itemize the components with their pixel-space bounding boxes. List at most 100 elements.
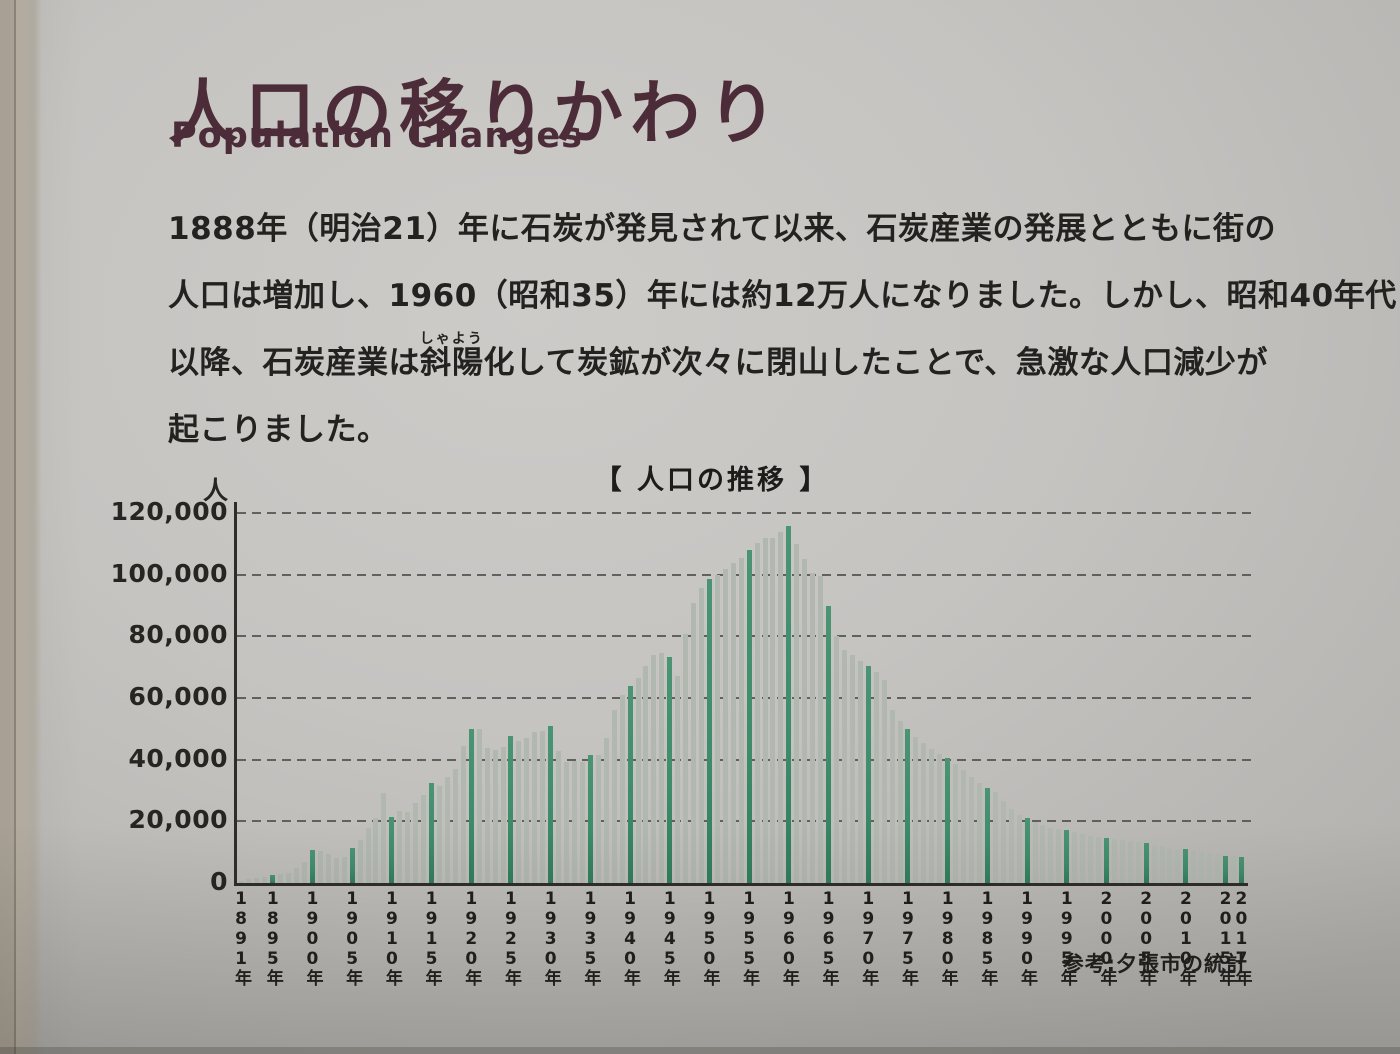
- x-label-1990: 1990年: [1017, 889, 1038, 986]
- y-label-120000: 120,000: [110, 497, 228, 526]
- bar-2005: [1143, 842, 1149, 883]
- bar-1977: [921, 742, 927, 883]
- x-label-1891: 1891年: [231, 889, 251, 986]
- bar-1959: [778, 532, 784, 883]
- bar-1971: [873, 671, 879, 883]
- bar-1909: [381, 792, 387, 883]
- bar-1902: [325, 854, 331, 883]
- bar-1982: [961, 770, 967, 883]
- x-label-1895: 1895年: [262, 889, 283, 986]
- x-label-2015: 2015年: [1215, 889, 1236, 986]
- bar-2002: [1119, 840, 1125, 883]
- bar-1970: [865, 665, 871, 883]
- bar-1954: [738, 558, 744, 883]
- bar-1973: [889, 710, 895, 883]
- bar-1923: [492, 750, 498, 883]
- plot-area: [237, 512, 1253, 883]
- intro-paragraph: 1888年（明治21）年に石炭が発見されて以来、石炭産業の発展とともに街の 人口…: [168, 196, 1396, 464]
- bar-1931: [556, 751, 562, 883]
- bar-2013: [1207, 853, 1213, 883]
- bar-1921: [476, 729, 482, 883]
- paragraph-line-3-pre: 以降、石炭産業は: [168, 345, 420, 381]
- bar-1952: [722, 568, 728, 883]
- grid-line-120000: [237, 512, 1253, 514]
- bar-1953: [730, 563, 736, 883]
- bar-1913: [413, 802, 419, 883]
- bar-1963: [810, 573, 816, 883]
- x-label-1910: 1910年: [381, 889, 402, 986]
- bar-1920: [468, 728, 474, 883]
- x-label-1955: 1955年: [739, 889, 760, 986]
- bar-1924: [500, 747, 506, 883]
- bar-1966: [834, 636, 839, 883]
- x-label-1930: 1930年: [540, 889, 561, 986]
- x-label-2000: 2000年: [1096, 889, 1117, 986]
- paragraph-line-4: 起こりました。: [168, 412, 389, 448]
- ruby-base: 斜陽: [419, 345, 484, 381]
- bar-1964: [818, 576, 824, 883]
- bar-1922: [484, 747, 490, 883]
- bar-1955: [746, 549, 752, 883]
- page-subtitle: Population Changes: [171, 116, 583, 156]
- bar-1901: [317, 850, 323, 883]
- y-axis-unit-label: 人: [202, 476, 228, 505]
- bar-1981: [953, 764, 959, 883]
- panel-left-edge-shadow: [16, 0, 42, 1054]
- paragraph-line-1: 1888年（明治21）年に石炭が発見されて以来、石炭産業の発展とともに街の: [168, 211, 1276, 247]
- bar-2007: [1159, 846, 1165, 883]
- bar-1956: [754, 542, 760, 883]
- bar-1945: [667, 656, 673, 883]
- grid-line-20000: [237, 820, 1253, 823]
- bar-1987: [1000, 801, 1006, 883]
- bar-1932: [564, 762, 570, 883]
- bar-1992: [1040, 825, 1046, 883]
- bar-1958: [770, 537, 776, 883]
- x-label-1965: 1965年: [818, 889, 839, 986]
- bar-1989: [1016, 815, 1022, 883]
- bar-1939: [619, 694, 625, 883]
- x-label-1950: 1950年: [699, 889, 720, 986]
- grid-line-100000: [237, 573, 1253, 576]
- bar-1985: [984, 788, 990, 883]
- paragraph-line-3-post: 化して炭鉱が次々に閉山したことで、急激な人口減少が: [483, 345, 1268, 381]
- bar-2001: [1111, 839, 1117, 883]
- ruby-shayo: 斜陽しゃよう: [419, 331, 484, 381]
- ruby-furigana: しゃよう: [419, 331, 484, 347]
- bar-2012: [1199, 851, 1205, 883]
- bar-2010: [1183, 849, 1189, 883]
- x-label-2005: 2005年: [1136, 889, 1157, 986]
- bar-1893: [254, 877, 260, 883]
- grid-line-60000: [237, 697, 1253, 699]
- bar-2011: [1191, 850, 1197, 883]
- y-label-100000: 100,000: [110, 558, 228, 588]
- source-note: 参考:夕張市の統計: [1062, 952, 1248, 976]
- bar-1991: [1032, 821, 1038, 883]
- bar-1974: [897, 721, 903, 883]
- bar-1929: [540, 730, 546, 883]
- bar-1943: [651, 654, 657, 883]
- bar-1895: [270, 874, 276, 883]
- bar-1947: [683, 634, 689, 883]
- bar-1995: [1064, 830, 1070, 883]
- bar-1961: [794, 543, 800, 883]
- x-label-2010: 2010年: [1175, 889, 1196, 986]
- bar-1930: [548, 726, 554, 883]
- bar-1996: [1072, 832, 1078, 883]
- bar-2015: [1223, 855, 1229, 883]
- bar-1997: [1080, 834, 1086, 883]
- x-label-1935: 1935年: [580, 889, 601, 986]
- bar-1903: [333, 858, 339, 883]
- bar-1905: [349, 848, 355, 883]
- bar-1948: [691, 603, 697, 883]
- bar-2008: [1167, 847, 1173, 883]
- panel-bottom-edge: [0, 1047, 1400, 1054]
- x-label-1900: 1900年: [302, 889, 323, 986]
- bar-1940: [627, 685, 633, 883]
- bar-1934: [579, 762, 585, 883]
- bar-1891: [238, 880, 244, 883]
- x-label-1980: 1980年: [937, 889, 958, 986]
- bar-1919: [460, 746, 466, 883]
- panel-left-edge: [0, 0, 16, 1054]
- bar-1907: [365, 827, 371, 883]
